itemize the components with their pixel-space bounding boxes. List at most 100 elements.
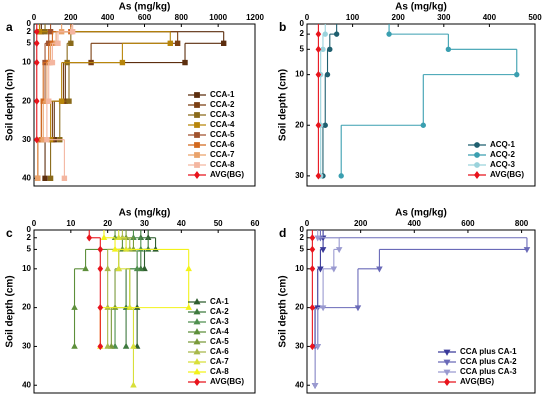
data-point bbox=[111, 342, 119, 349]
x-tick-label: 200 bbox=[354, 219, 368, 228]
legend-label: AVG(BG) bbox=[210, 170, 244, 179]
legend-marker bbox=[194, 92, 200, 98]
legend-marker bbox=[443, 369, 451, 376]
data-point bbox=[314, 344, 321, 351]
y-axis-title: Soil depth (cm) bbox=[5, 69, 16, 141]
x-tick-label: 500 bbox=[528, 13, 542, 22]
legend-marker bbox=[194, 112, 200, 118]
panel-label: c bbox=[6, 226, 13, 240]
data-point bbox=[104, 265, 111, 272]
x-axis-title: As (mg/kg) bbox=[395, 208, 447, 219]
data-point bbox=[315, 172, 322, 180]
x-tick-label: 100 bbox=[346, 13, 360, 22]
legend-marker bbox=[193, 378, 201, 386]
data-point bbox=[97, 245, 104, 254]
y-tick-label: 2 bbox=[300, 233, 305, 242]
legend-label: AVG(BG) bbox=[490, 170, 524, 179]
data-point bbox=[167, 40, 173, 46]
data-point bbox=[309, 342, 316, 351]
x-axis-title: As (mg/kg) bbox=[119, 2, 171, 13]
data-point bbox=[185, 303, 192, 310]
x-tick-label: 200 bbox=[392, 13, 406, 22]
x-tick-label: 30 bbox=[140, 219, 149, 228]
data-point bbox=[309, 303, 316, 312]
y-tick-label: 2 bbox=[27, 233, 32, 242]
legend-label: CCA plus CA-2 bbox=[460, 357, 517, 366]
x-tick-label: 800 bbox=[515, 219, 529, 228]
data-point bbox=[185, 265, 192, 272]
x-tick-label: 0 bbox=[305, 219, 310, 228]
data-point bbox=[34, 175, 41, 181]
data-point bbox=[314, 235, 321, 242]
data-point bbox=[133, 265, 141, 272]
x-tick-label: 600 bbox=[461, 219, 475, 228]
y-tick-label: 40 bbox=[22, 380, 31, 389]
y-tick-label: 40 bbox=[22, 173, 31, 182]
data-point bbox=[376, 266, 383, 273]
legend-label: CA-5 bbox=[210, 337, 229, 346]
y-tick-label: 5 bbox=[300, 245, 305, 254]
data-point bbox=[130, 381, 137, 388]
data-point bbox=[33, 28, 40, 36]
legend-marker bbox=[194, 122, 200, 128]
legend-label: CA-7 bbox=[210, 357, 229, 366]
legend-marker bbox=[193, 338, 201, 345]
legend-marker bbox=[474, 162, 480, 168]
legend-marker bbox=[194, 142, 200, 148]
legend-label: CCA-6 bbox=[210, 140, 235, 149]
y-tick-label: 20 bbox=[22, 303, 31, 312]
legend-label: CA-1 bbox=[210, 297, 229, 306]
x-tick-label: 300 bbox=[437, 13, 451, 22]
legend-marker bbox=[194, 102, 200, 108]
data-point bbox=[33, 136, 40, 144]
x-tick-label: 400 bbox=[483, 13, 497, 22]
data-point bbox=[71, 342, 78, 349]
x-tick-label: 1200 bbox=[246, 13, 264, 22]
y-tick-label: 0 bbox=[27, 19, 32, 28]
panel-label: a bbox=[6, 20, 13, 34]
y-tick-label: 10 bbox=[295, 70, 304, 79]
data-point bbox=[311, 382, 319, 389]
data-point bbox=[319, 305, 327, 312]
data-point bbox=[335, 247, 343, 254]
data-point bbox=[66, 98, 72, 104]
data-point bbox=[338, 173, 344, 179]
data-point bbox=[49, 59, 56, 66]
data-point bbox=[333, 31, 340, 37]
y-tick-label: 0 bbox=[300, 19, 305, 28]
y-tick-label: 30 bbox=[295, 171, 304, 180]
data-point bbox=[55, 40, 61, 46]
x-axis-title: As (mg/kg) bbox=[395, 2, 447, 13]
x-tick-label: 10 bbox=[66, 219, 75, 228]
legend-marker bbox=[443, 359, 451, 366]
legend-marker bbox=[474, 152, 480, 158]
y-tick-label: 40 bbox=[295, 380, 304, 389]
plot-frame bbox=[306, 229, 536, 394]
legend-marker bbox=[474, 142, 480, 148]
data-point bbox=[97, 265, 104, 273]
x-tick-label: 600 bbox=[138, 13, 152, 22]
legend-marker bbox=[193, 348, 201, 355]
data-point bbox=[320, 46, 326, 52]
legend-marker bbox=[473, 171, 481, 179]
data-point bbox=[174, 40, 181, 46]
data-point bbox=[354, 305, 362, 312]
plot-frame bbox=[306, 23, 536, 187]
legend-label: AVG(BG) bbox=[460, 377, 494, 386]
y-tick-label: 10 bbox=[295, 264, 304, 273]
legend-label: CCA-8 bbox=[210, 160, 235, 169]
data-point bbox=[47, 175, 54, 181]
legend-marker bbox=[193, 308, 201, 315]
x-tick-label: 0 bbox=[32, 13, 37, 22]
data-point bbox=[137, 265, 145, 272]
x-tick-label: 1000 bbox=[209, 13, 227, 22]
y-tick-label: 5 bbox=[27, 245, 32, 254]
data-point bbox=[445, 46, 452, 52]
y-tick-label: 5 bbox=[300, 44, 305, 53]
x-tick-label: 20 bbox=[103, 219, 112, 228]
legend-label: CCA-5 bbox=[210, 130, 235, 139]
y-tick-label: 20 bbox=[295, 303, 304, 312]
legend-label: ACQ-1 bbox=[490, 140, 515, 149]
data-point bbox=[327, 46, 333, 52]
